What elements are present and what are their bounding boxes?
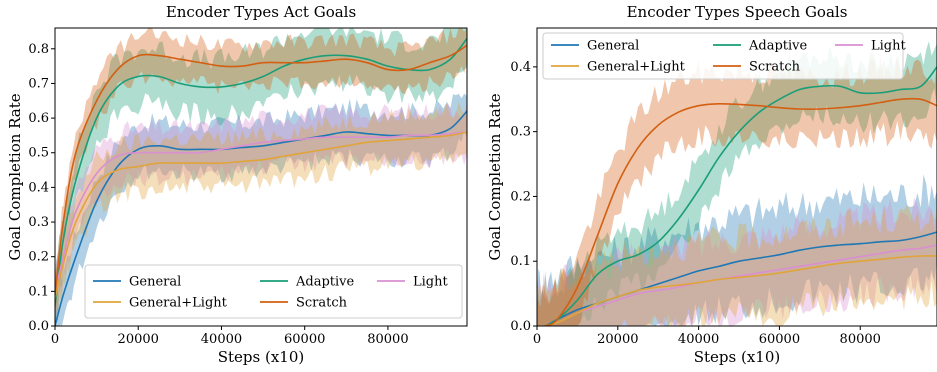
speech-confidence-bands bbox=[537, 41, 937, 326]
band-scratch bbox=[537, 54, 937, 326]
y-tick-label: 0.4 bbox=[510, 60, 531, 75]
act-goals-chart: Encoder Types Act Goals Steps (x10) Goal… bbox=[6, 3, 468, 366]
y-tick-label: 0.2 bbox=[510, 189, 531, 204]
line-scratch bbox=[537, 97, 937, 326]
y-tick-label: 0.3 bbox=[510, 125, 531, 140]
speech-ticks: 0 20000 40000 60000 80000 0.0 0.1 0.2 0.3 0.4 bbox=[510, 60, 881, 347]
y-tick-label: 0.8 bbox=[28, 42, 49, 57]
band-scratch bbox=[55, 28, 467, 313]
line-light bbox=[55, 131, 467, 292]
y-tick-label: 0.4 bbox=[28, 180, 49, 195]
y-tick-label: 0.1 bbox=[510, 254, 531, 269]
band-light bbox=[55, 102, 467, 318]
act-chart-title: Encoder Types Act Goals bbox=[166, 3, 356, 21]
speech-series-lines bbox=[537, 66, 937, 326]
y-tick-label: 0.5 bbox=[28, 146, 49, 161]
speech-y-axis-label: Goal Completion Rate bbox=[486, 93, 504, 260]
y-tick-label: 0.0 bbox=[28, 319, 49, 334]
x-tick-label: 0 bbox=[533, 332, 541, 347]
y-tick-label: 0.3 bbox=[28, 215, 49, 230]
band-general bbox=[55, 93, 467, 326]
legend-label: Adaptive bbox=[295, 275, 355, 290]
band-general-plus-light bbox=[55, 101, 467, 326]
x-tick-label: 20000 bbox=[118, 332, 159, 347]
legend-label: Scratch bbox=[296, 296, 348, 311]
act-legend-box bbox=[84, 264, 463, 319]
act-x-axis-label: Steps (x10) bbox=[218, 348, 305, 366]
speech-plot-frame bbox=[536, 27, 937, 327]
act-y-axis-label: Goal Completion Rate bbox=[6, 93, 24, 260]
act-series-lines bbox=[55, 37, 467, 326]
legend-label: Scratch bbox=[749, 60, 801, 75]
legend-label: Adaptive bbox=[748, 39, 808, 54]
line-general-plus-light bbox=[55, 131, 467, 299]
x-tick-label: 80000 bbox=[367, 332, 408, 347]
legend-label: General bbox=[129, 275, 181, 290]
y-tick-label: 0.2 bbox=[28, 250, 49, 265]
legend-label: Light bbox=[871, 39, 906, 54]
act-confidence-bands bbox=[55, 28, 467, 326]
legend-label: General bbox=[587, 39, 639, 54]
x-tick-label: 80000 bbox=[840, 332, 881, 347]
x-tick-label: 40000 bbox=[201, 332, 242, 347]
x-tick-label: 20000 bbox=[597, 332, 638, 347]
act-ticks: 0 20000 40000 60000 80000 0.0 0.1 0.2 0.3 0.4 0.5 0… bbox=[28, 42, 408, 347]
y-tick-label: 0.1 bbox=[28, 284, 49, 299]
x-tick-label: 40000 bbox=[678, 332, 719, 347]
band-general-plus-light bbox=[537, 202, 937, 326]
line-general bbox=[537, 231, 937, 326]
speech-x-axis-label: Steps (x10) bbox=[694, 348, 781, 366]
band-general bbox=[537, 174, 937, 326]
line-adaptive bbox=[55, 37, 467, 306]
legend-label: General+Light bbox=[129, 296, 228, 311]
line-adaptive bbox=[537, 66, 937, 326]
x-tick-label: 0 bbox=[51, 332, 59, 347]
x-tick-label: 60000 bbox=[284, 332, 325, 347]
x-tick-label: 60000 bbox=[759, 332, 800, 347]
act-plot-frame bbox=[54, 27, 468, 327]
speech-legend: General General+Light Adaptive Scratch Light bbox=[542, 32, 906, 80]
act-legend: General General+Light Adaptive Scratch Light bbox=[84, 264, 463, 319]
line-scratch bbox=[55, 44, 467, 295]
legend-label: Light bbox=[413, 275, 448, 290]
legend-label: General+Light bbox=[587, 60, 686, 75]
band-adaptive bbox=[55, 28, 467, 326]
y-tick-label: 0.0 bbox=[510, 319, 531, 334]
speech-legend-box bbox=[542, 32, 904, 80]
speech-goals-chart: Encoder Types Speech Goals Steps (x10) G… bbox=[486, 3, 937, 366]
y-tick-label: 0.6 bbox=[28, 111, 49, 126]
line-general-plus-light bbox=[537, 255, 937, 326]
speech-chart-title: Encoder Types Speech Goals bbox=[627, 3, 848, 21]
y-tick-label: 0.7 bbox=[28, 76, 49, 91]
